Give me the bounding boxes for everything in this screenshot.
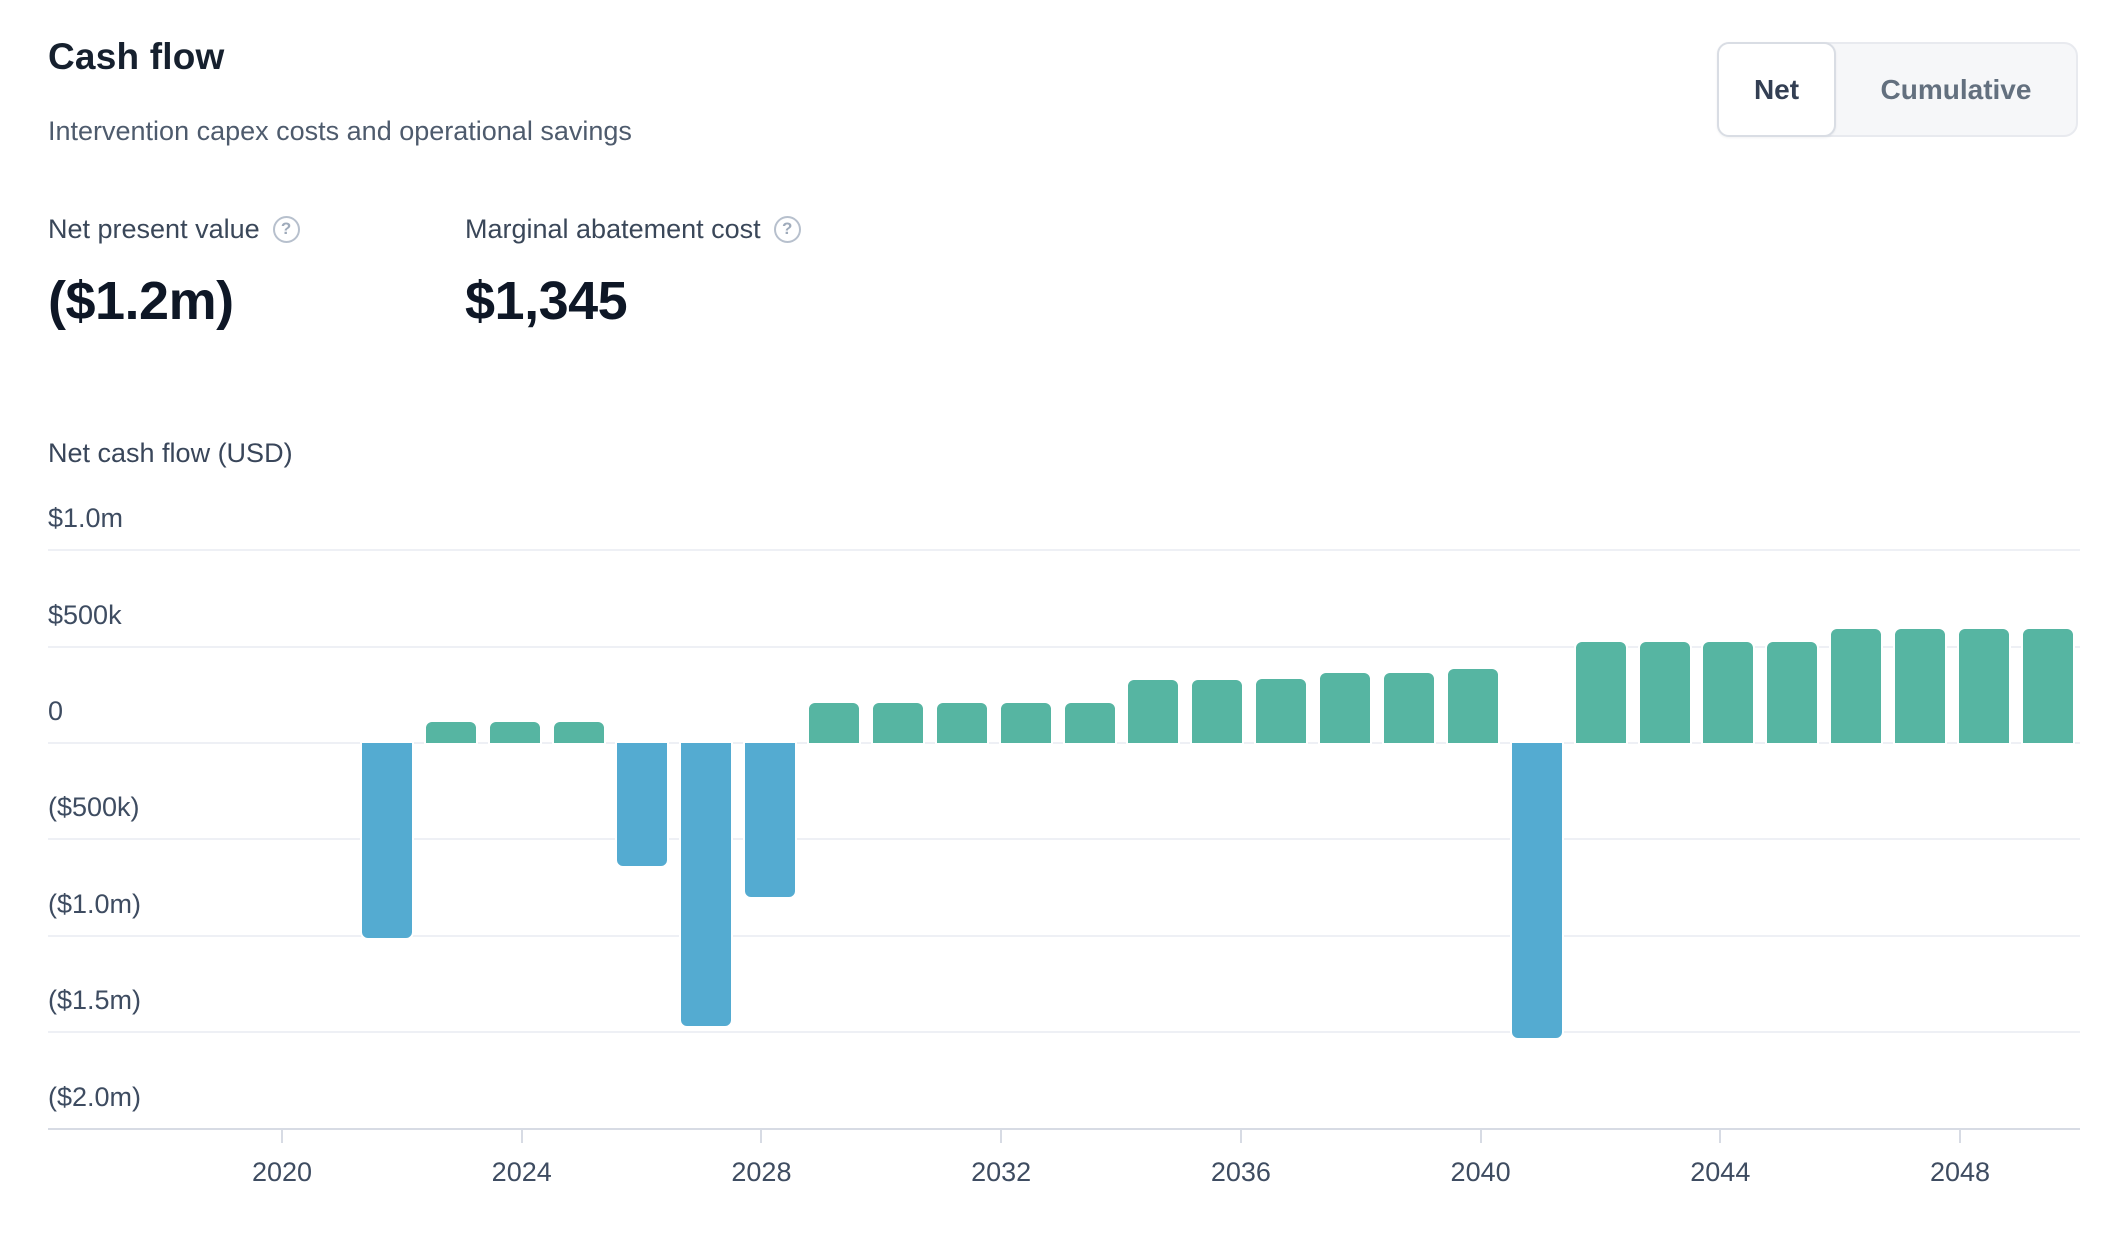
bar-2044	[1765, 639, 1820, 745]
gridline	[48, 1031, 2080, 1034]
page-subtitle: Intervention capex costs and operational…	[48, 116, 632, 146]
toggle-cumulative-button[interactable]: Cumulative	[1836, 44, 2076, 135]
bar-2025	[551, 719, 606, 745]
x-tick-label: 2020	[251, 1157, 313, 1187]
bar-2028	[743, 741, 798, 900]
stat-value: ($1.2m)	[48, 271, 234, 331]
x-tick	[520, 1129, 523, 1143]
x-tick	[760, 1129, 763, 1143]
bar-2041	[1573, 639, 1628, 745]
gridline	[48, 549, 2080, 552]
chart-title: Net cash flow (USD)	[48, 438, 293, 468]
view-toggle: Net Cumulative	[1717, 42, 2078, 137]
bar-2047	[1956, 627, 2011, 745]
gridline	[48, 838, 2080, 841]
x-tick	[281, 1129, 283, 1143]
bar-2034	[1126, 678, 1181, 745]
question-circle-icon[interactable]: ?	[773, 215, 801, 243]
bar-2023	[423, 719, 478, 745]
x-tick	[1479, 1129, 1482, 1143]
y-tick-label: ($500k)	[48, 792, 140, 823]
bar-2048	[2020, 627, 2075, 745]
y-tick-label: $500k	[48, 599, 122, 630]
stat-marginal-abatement-cost: Marginal abatement cost ? $1,345	[465, 212, 801, 332]
bar-2036	[1254, 677, 1309, 745]
bar-2032	[998, 700, 1053, 745]
bar-2039	[1445, 666, 1500, 745]
bar-2027	[679, 741, 734, 1029]
bar-2046	[1893, 627, 1948, 745]
bar-2031	[934, 700, 989, 745]
toggle-net-button[interactable]: Net	[1717, 42, 1836, 137]
bar-2038	[1381, 670, 1436, 745]
y-tick-label: ($1.0m)	[48, 888, 142, 919]
stat-net-present-value: Net present value ? ($1.2m)	[48, 212, 300, 332]
stat-label: Marginal abatement cost	[465, 214, 761, 244]
stat-label: Net present value	[48, 214, 260, 244]
page-title: Cash flow	[48, 36, 225, 77]
bar-2029	[807, 700, 862, 745]
x-tick-label: 2048	[1929, 1157, 1991, 1187]
question-circle-icon[interactable]: ?	[272, 215, 300, 243]
x-tick-label: 2044	[1690, 1157, 1751, 1187]
bar-2026	[615, 741, 670, 869]
bar-2024	[487, 719, 542, 745]
bar-2022	[359, 741, 414, 940]
x-tick	[1719, 1129, 1722, 1143]
bar-2037	[1318, 670, 1373, 745]
x-tick	[1959, 1129, 1962, 1143]
gridline	[48, 934, 2080, 937]
x-tick	[1000, 1129, 1003, 1143]
x-tick	[1239, 1129, 1242, 1143]
y-tick-label: $1.0m	[48, 503, 124, 534]
x-tick-label: 2032	[971, 1157, 1032, 1187]
bar-2035	[1190, 678, 1245, 745]
stat-value: $1,345	[465, 271, 628, 331]
y-tick-label: ($1.5m)	[48, 985, 142, 1016]
x-tick-label: 2024	[491, 1157, 552, 1187]
x-tick-label: 2028	[731, 1157, 792, 1187]
bar-2030	[870, 700, 925, 745]
gridline	[48, 645, 2080, 648]
bar-2033	[1062, 700, 1117, 745]
bar-2043	[1701, 639, 1756, 745]
bar-2045	[1829, 627, 1884, 745]
x-tick-label: 2036	[1210, 1157, 1271, 1187]
x-axis-line	[48, 1127, 2080, 1130]
y-tick-label: 0	[48, 696, 64, 726]
x-tick-label: 2040	[1450, 1157, 1511, 1187]
bar-2042	[1637, 639, 1692, 745]
bar-2040	[1509, 741, 1564, 1040]
y-tick-label: ($2.0m)	[48, 1081, 142, 1112]
